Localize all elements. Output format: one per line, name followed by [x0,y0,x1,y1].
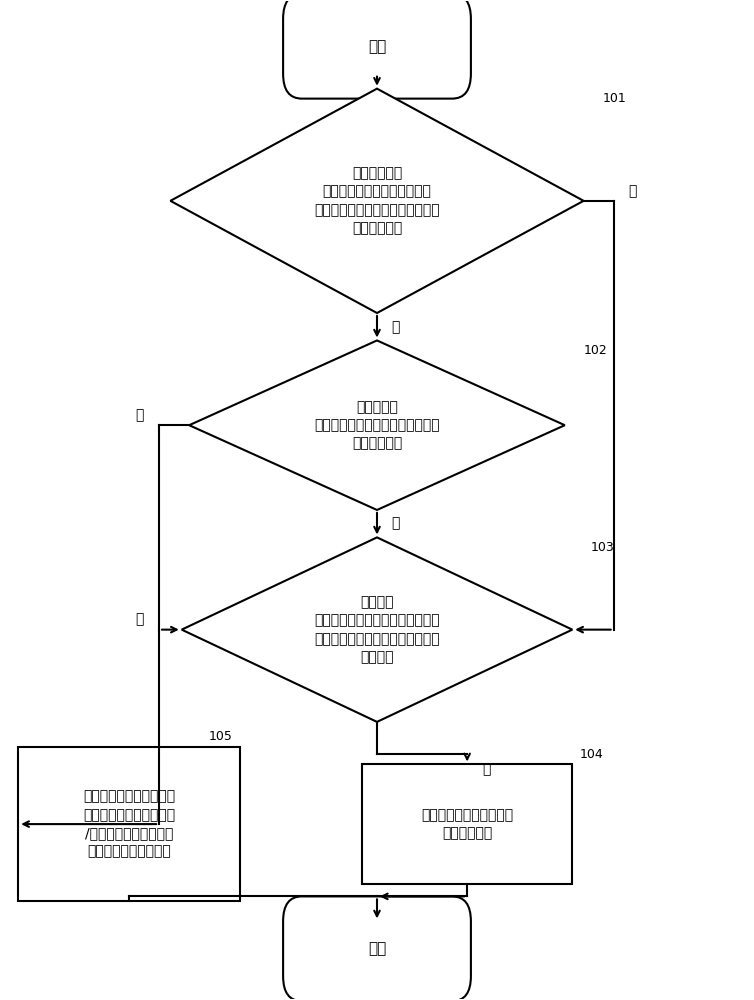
Text: 101: 101 [602,92,626,105]
Text: 否: 否 [391,320,400,334]
Text: 是: 是 [482,762,491,776]
Bar [362,764,572,884]
Text: 103: 103 [591,541,615,554]
Text: 结束: 结束 [368,941,386,956]
Text: 检测装置的定
影加热部件的温度并判断定影
加热部件是否在第一预定时间内升
温至定影温度: 检测装置的定 影加热部件的温度并判断定影 加热部件是否在第一预定时间内升 温至定… [314,166,440,235]
Polygon shape [170,89,584,313]
Bar [18,747,240,901]
Text: 检测装置的
电源电压并判断电源电压是否小于
第一电压阈值: 检测装置的 电源电压并判断电源电压是否小于 第一电压阈值 [314,400,440,451]
Text: 检测定影
加热部件的温度并判断该定影加热
部件是否在第二预定时间内升温至
定影温度: 检测定影 加热部件的温度并判断该定影加热 部件是否在第二预定时间内升温至 定影温… [314,595,440,664]
Text: 否: 否 [136,408,144,422]
Text: 输出表示电源电压过低的
第一故障信号: 输出表示电源电压过低的 第一故障信号 [421,808,513,840]
Text: 开始: 开始 [368,39,386,54]
Text: 105: 105 [209,730,232,743]
Text: 输出表示检测定影加热部
件温度的部件出现故障和
/或所述定影加热部件出
现故障的第二故障信号: 输出表示检测定影加热部 件温度的部件出现故障和 /或所述定影加热部件出 现故障的… [83,789,175,859]
Text: 104: 104 [580,748,604,761]
Polygon shape [189,340,565,510]
Text: 102: 102 [584,344,607,357]
FancyBboxPatch shape [283,896,471,1000]
Text: 否: 否 [136,613,144,627]
Text: 是: 是 [391,517,400,531]
FancyBboxPatch shape [283,0,471,99]
Polygon shape [182,537,572,722]
Text: 是: 是 [629,184,637,198]
